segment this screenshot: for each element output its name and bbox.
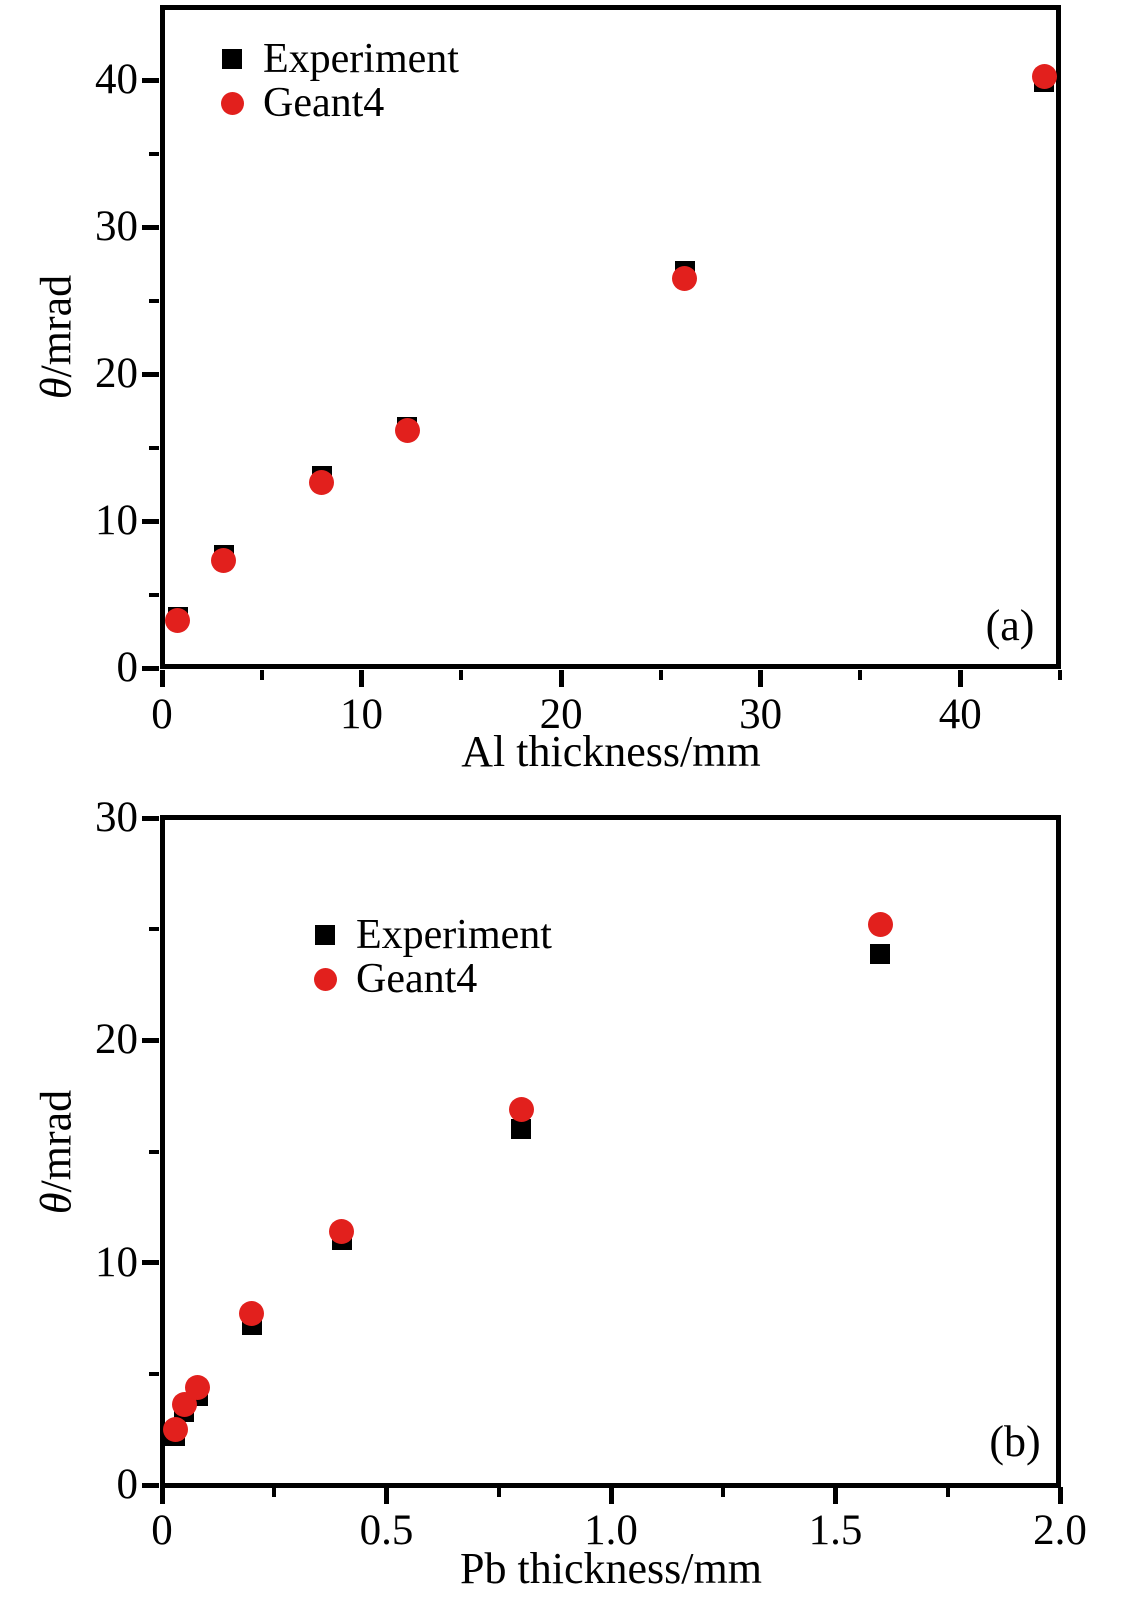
legend-item-geant4: Geant4 — [219, 82, 459, 124]
x-tick-major — [957, 670, 963, 687]
x-tick-major — [833, 1487, 838, 1504]
legend-label-geant4: Geant4 — [263, 80, 385, 126]
x-tick-label: 1.0 — [584, 1507, 638, 1554]
data-point-geant4 — [185, 1374, 211, 1400]
x-tick-minor — [945, 1487, 950, 1497]
x-axis-label-b: Pb thickness/mm — [460, 1544, 762, 1593]
geant4-circle-icon — [312, 966, 338, 992]
x-tick-minor — [459, 670, 464, 680]
y-tick-major — [142, 371, 159, 377]
y-tick-label: 10 — [95, 1238, 138, 1286]
y-tick-major — [142, 815, 159, 821]
x-tick-major — [384, 1487, 389, 1504]
data-point-experiment — [511, 1119, 532, 1140]
x-tick-label: 0 — [151, 691, 173, 738]
panel-annotation-b: (b) — [989, 1417, 1041, 1466]
x-tick-minor — [658, 670, 663, 680]
x-tick-major — [359, 670, 365, 687]
x-tick-label: 0.5 — [359, 1507, 414, 1554]
legend-label-experiment: Experiment — [263, 36, 459, 82]
experiment-square-icon — [312, 922, 338, 948]
y-axis-label-a: θ/mrad — [31, 274, 81, 400]
y-tick-label: 20 — [95, 350, 138, 398]
x-tick-label: 2.0 — [1033, 1507, 1087, 1554]
x-tick-minor — [496, 1487, 501, 1497]
experiment-square-icon — [219, 46, 245, 72]
legend-item-experiment: Experiment — [312, 914, 552, 956]
plot-frame-b — [160, 815, 1061, 1488]
x-tick-minor — [259, 670, 264, 680]
y-tick-label: 20 — [95, 1016, 138, 1064]
y-tick-minor — [149, 298, 159, 303]
x-tick-label: 10 — [340, 691, 384, 738]
y-tick-label: 40 — [95, 56, 138, 104]
y-tick-minor — [149, 927, 159, 932]
y-tick-label: 0 — [116, 1461, 139, 1508]
data-point-experiment — [870, 943, 891, 964]
data-point-geant4 — [672, 266, 698, 292]
y-tick-label: 0 — [116, 644, 139, 691]
data-point-geant4 — [867, 912, 893, 938]
data-point-geant4 — [162, 1416, 188, 1442]
panel-annotation-a: (a) — [985, 601, 1035, 650]
x-tick-minor — [272, 1487, 277, 1497]
x-tick-major — [159, 1487, 165, 1504]
legend-label-geant4: Geant4 — [356, 956, 478, 1002]
x-tick-minor — [858, 670, 863, 680]
y-tick-label: 10 — [95, 497, 138, 545]
geant4-circle-icon — [219, 90, 245, 116]
legend-label-experiment: Experiment — [356, 912, 552, 958]
legend-b: Experiment Geant4 — [312, 914, 552, 1000]
x-tick-label: 0 — [151, 1507, 173, 1554]
y-tick-minor — [149, 445, 159, 450]
y-tick-major — [142, 1482, 159, 1488]
data-point-geant4 — [1031, 63, 1057, 89]
x-tick-label: 40 — [938, 691, 982, 738]
y-tick-major — [142, 1037, 159, 1043]
data-point-geant4 — [239, 1301, 265, 1327]
y-tick-major — [142, 224, 159, 230]
data-point-geant4 — [329, 1219, 355, 1245]
data-point-geant4 — [309, 470, 335, 496]
x-axis-label-a: Al thickness/mm — [461, 727, 761, 776]
y-tick-minor — [149, 592, 159, 597]
y-tick-major — [142, 77, 159, 83]
y-tick-minor — [149, 1149, 159, 1154]
y-tick-major — [142, 518, 159, 524]
plot-frame-a — [160, 5, 1061, 669]
y-tick-label: 30 — [95, 203, 138, 251]
x-tick-major — [558, 670, 564, 687]
y-tick-minor — [149, 151, 159, 156]
data-point-geant4 — [165, 608, 191, 634]
y-tick-minor — [149, 1371, 159, 1376]
y-tick-major — [142, 1260, 159, 1266]
y-tick-label: 30 — [95, 794, 138, 841]
x-tick-label: 20 — [539, 691, 583, 738]
data-point-geant4 — [211, 548, 237, 574]
x-tick-label: 30 — [739, 691, 783, 738]
data-point-geant4 — [508, 1096, 534, 1122]
x-tick-major — [758, 670, 764, 687]
x-tick-minor — [721, 1487, 726, 1497]
legend-a: Experiment Geant4 — [219, 38, 459, 124]
y-tick-major — [142, 665, 159, 671]
x-tick-major — [1057, 1487, 1063, 1504]
y-axis-label-b: θ/mrad — [31, 1089, 81, 1215]
legend-item-experiment: Experiment — [219, 38, 459, 80]
data-point-geant4 — [394, 417, 420, 443]
x-tick-major — [608, 1487, 614, 1504]
x-tick-minor — [1058, 670, 1062, 680]
x-tick-label: 1.5 — [808, 1507, 863, 1554]
legend-item-geant4: Geant4 — [312, 958, 552, 1000]
x-tick-major — [159, 670, 165, 687]
